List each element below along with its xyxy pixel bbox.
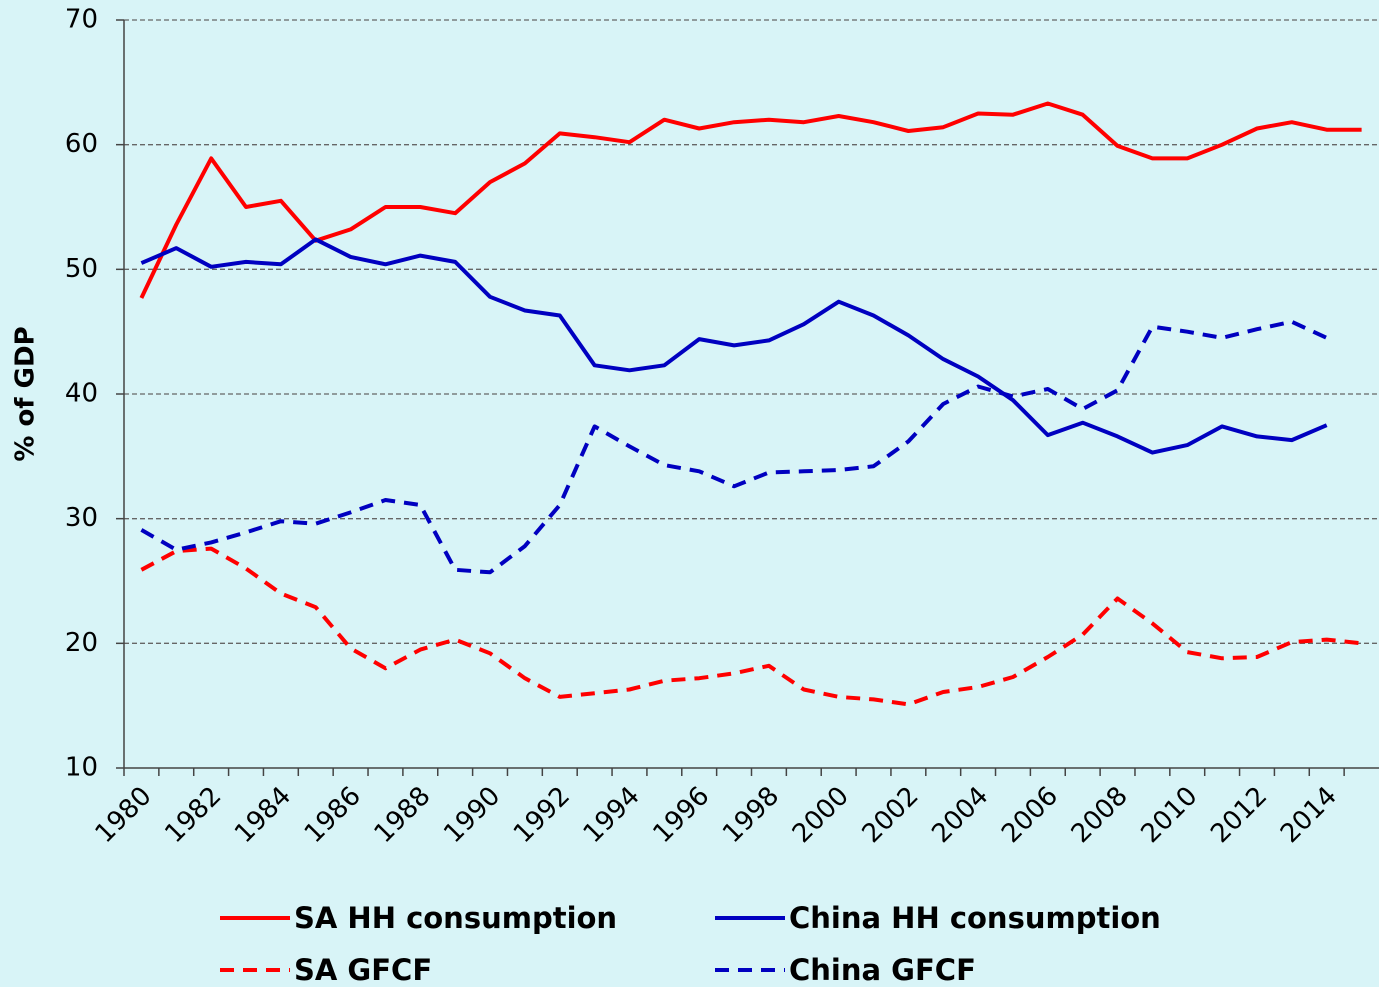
x-tick-label: 1990 — [438, 781, 506, 849]
series-line — [139, 101, 1362, 299]
x-tick-label: 2014 — [1275, 781, 1343, 849]
y-axis-label: % of GDP — [11, 326, 41, 461]
x-tick-label: 1986 — [299, 781, 367, 849]
legend-label: China GFCF — [789, 953, 976, 987]
y-tick-label: 50 — [65, 254, 98, 284]
x-tick-label: 2004 — [926, 781, 994, 849]
series-line — [140, 546, 1362, 707]
series-line — [140, 237, 1328, 455]
x-tick-label: 1994 — [578, 781, 646, 849]
x-tick-label: 1992 — [508, 781, 576, 849]
x-tick-label: 1998 — [717, 781, 785, 849]
x-tick-label: 1982 — [159, 781, 227, 849]
y-tick-label: 40 — [65, 379, 98, 409]
x-tick-label: 2012 — [1205, 781, 1273, 849]
x-tick-label: 1988 — [369, 781, 437, 849]
legend-label: SA GFCF — [294, 953, 432, 987]
series-line — [140, 319, 1328, 575]
x-tick-label: 2002 — [857, 781, 925, 849]
x-tick-label: 2000 — [787, 781, 855, 849]
y-tick-label: 60 — [65, 129, 98, 159]
x-tick-label: 1984 — [229, 781, 297, 849]
y-tick-label: 70 — [65, 5, 98, 35]
y-tick-label: 20 — [65, 628, 98, 658]
legend-label: SA HH consumption — [294, 901, 617, 935]
x-tick-label: 1996 — [647, 781, 715, 849]
x-tick-label: 1980 — [90, 781, 158, 849]
x-tick-label: 2008 — [1066, 781, 1134, 849]
x-tick-label: 2010 — [1136, 781, 1204, 849]
y-tick-label: 10 — [65, 753, 98, 783]
legend-label: China HH consumption — [789, 901, 1161, 935]
x-tick-label: 2006 — [996, 781, 1064, 849]
y-tick-label: 30 — [65, 503, 98, 533]
